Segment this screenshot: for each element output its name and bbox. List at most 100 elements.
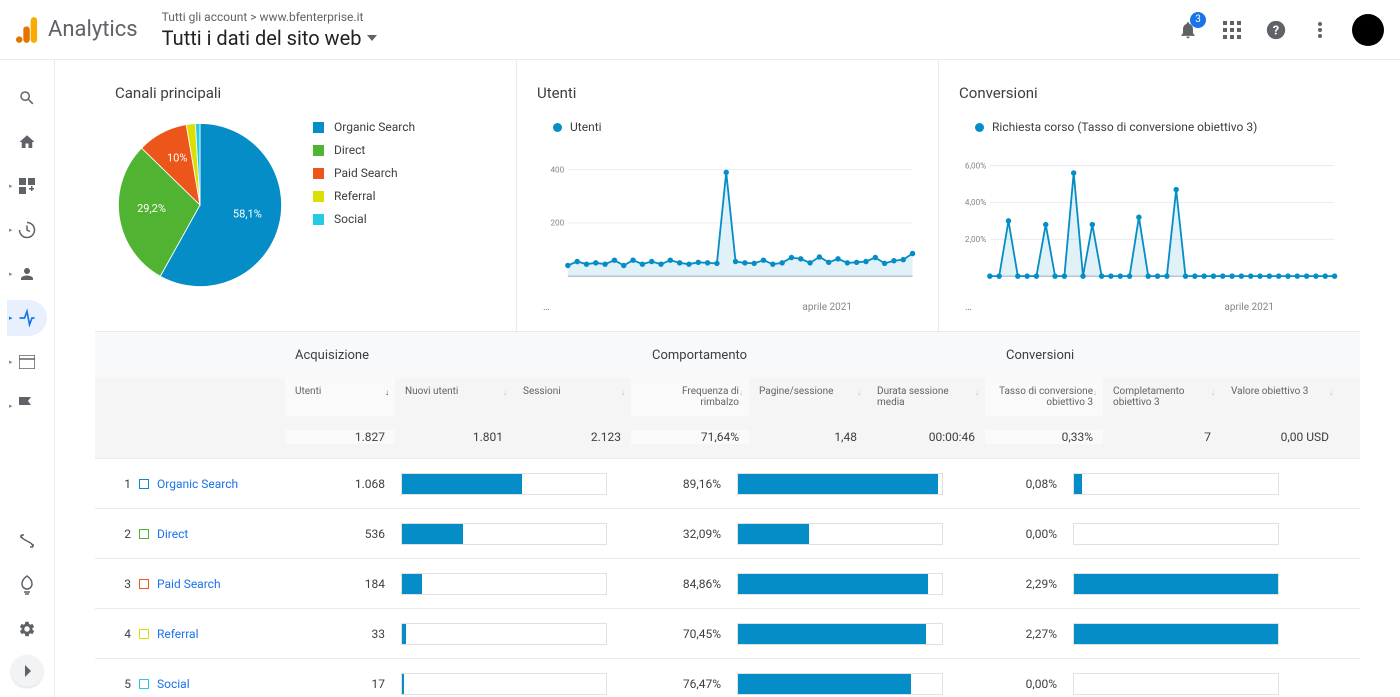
table-row: 4 Referral 33 70,45% 2,27% (95, 608, 1360, 658)
sidebar-realtime-icon[interactable]: ▸ (7, 212, 47, 248)
users-legend-label: Utenti (570, 120, 602, 134)
cell-bounce: 32,09% (613, 527, 731, 541)
main-content: Canali principali 58,1%29,2%10% Organic … (55, 60, 1400, 697)
channels-card: Canali principali 58,1%29,2%10% Organic … (95, 60, 516, 331)
table-column-header: Utenti↓ Nuovi utenti↓ Sessioni↓ Frequenz… (95, 378, 1360, 416)
col-users[interactable]: Utenti↓ (285, 378, 395, 416)
users-legend-dot (553, 123, 562, 132)
avatar[interactable] (1352, 14, 1384, 46)
conversions-legend-label: Richiesta corso (Tasso di conversione ob… (992, 120, 1257, 134)
breadcrumb-all: Tutti gli account (162, 10, 248, 24)
conversions-title: Conversioni (959, 84, 1340, 102)
sidebar-home-icon[interactable] (7, 124, 47, 160)
row-number: 3 (107, 577, 131, 591)
channel-link[interactable]: Paid Search (157, 577, 221, 591)
cell-newusers-bar (395, 523, 613, 545)
cell-convrate: 2,29% (949, 577, 1067, 591)
channel-link[interactable]: Direct (157, 527, 188, 541)
sidebar-collapse-icon[interactable] (11, 655, 43, 687)
total-goal: 7 (1103, 430, 1221, 444)
sidebar-search-icon[interactable] (7, 80, 47, 116)
sidebar-audience-icon[interactable]: ▸ (7, 256, 47, 292)
users-legend: Utenti (553, 120, 918, 134)
account-selector[interactable]: Tutti gli account > www.bfenterprise.it … (162, 10, 378, 50)
analytics-logo-icon (16, 17, 38, 43)
channels-legend: Organic Search Direct Paid Search Referral S… (313, 120, 415, 290)
col-newusers[interactable]: Nuovi utenti↓ (395, 378, 513, 416)
app-header: Analytics Tutti gli account > www.bfente… (0, 0, 1400, 60)
legend-item[interactable]: Direct (313, 143, 415, 157)
channel-swatch (139, 529, 149, 539)
legend-item[interactable]: Social (313, 212, 415, 226)
sidebar-behavior-icon[interactable]: ▸ (7, 344, 47, 380)
cell-bounce: 76,47% (613, 677, 731, 691)
col-value[interactable]: Valore obiettivo 3↓ (1221, 378, 1339, 416)
notifications-icon[interactable]: 3 (1176, 18, 1200, 42)
apps-icon[interactable] (1220, 18, 1244, 42)
sidebar-admin-icon[interactable] (7, 611, 47, 647)
cell-pages-bar (731, 623, 949, 645)
cell-goal-bar (1067, 623, 1285, 645)
conv-x-end: aprile 2021 (1224, 302, 1274, 313)
sidebar-customization-icon[interactable]: ▸ (7, 168, 47, 204)
total-newusers: 1.801 (395, 430, 513, 444)
users-card: Utenti Utenti 400200 … aprile 2021 (516, 60, 938, 331)
col-duration[interactable]: Durata sessione media↓ (867, 378, 985, 416)
property-selector[interactable]: Tutti i dati del sito web (162, 26, 378, 50)
total-value: 0,00 USD (1221, 430, 1339, 444)
legend-item[interactable]: Referral (313, 189, 415, 203)
channel-link[interactable]: Social (157, 677, 190, 691)
product-name: Analytics (48, 17, 138, 42)
total-users: 1.827 (285, 430, 395, 444)
channels-pie-chart: 58,1%29,2%10% (115, 120, 285, 290)
table-row: 3 Paid Search 184 84,86% 2,29% (95, 558, 1360, 608)
cell-bounce: 89,16% (613, 477, 731, 491)
cell-convrate: 0,08% (949, 477, 1067, 491)
col-pages[interactable]: Pagine/sessione↓ (749, 378, 867, 416)
cell-users: 33 (285, 627, 395, 641)
breadcrumb-sep: > (250, 10, 256, 24)
table-totals-row: 1.827 1.801 2.123 71,64% 1,48 00:00:46 0… (95, 416, 1360, 458)
col-sessions[interactable]: Sessioni↓ (513, 378, 631, 416)
users-line-chart: 400200 (537, 144, 918, 294)
header-behavior: Comportamento (642, 348, 996, 363)
col-convrate[interactable]: Tasso di conversione obiettivo 3↓ (985, 378, 1103, 416)
svg-text:?: ? (1273, 23, 1279, 38)
help-icon[interactable]: ? (1264, 18, 1288, 42)
row-number: 1 (107, 477, 131, 491)
cell-newusers-bar (395, 673, 613, 695)
col-goal[interactable]: Completamento obiettivo 3↓ (1103, 378, 1221, 416)
channel-swatch (139, 679, 149, 689)
sidebar-attribution-icon[interactable] (7, 523, 47, 559)
cell-users: 184 (285, 577, 395, 591)
users-title: Utenti (537, 84, 918, 102)
total-bounce: 71,64% (631, 430, 749, 444)
cell-bounce: 84,86% (613, 577, 731, 591)
cards-row: Canali principali 58,1%29,2%10% Organic … (95, 60, 1360, 331)
col-bounce[interactable]: Frequenza di rimbalzo↓ (631, 378, 749, 416)
channel-link[interactable]: Referral (157, 627, 199, 641)
cell-pages-bar (731, 523, 949, 545)
table-group-header: Acquisizione Comportamento Conversioni (95, 332, 1360, 378)
header-conversions: Conversioni (996, 348, 1350, 363)
svg-text:4,00%: 4,00% (965, 197, 986, 207)
channel-swatch (139, 629, 149, 639)
channel-link[interactable]: Organic Search (157, 477, 238, 491)
users-x-axis: … aprile 2021 (537, 298, 918, 313)
conversions-line-chart: 6,00%4,00%2,00% (959, 144, 1340, 294)
total-duration: 00:00:46 (867, 430, 985, 444)
more-icon[interactable] (1308, 18, 1332, 42)
sidebar-discover-icon[interactable] (7, 567, 47, 603)
sidebar-acquisition-icon[interactable]: ▸ (7, 300, 47, 336)
logo-section: Analytics (16, 17, 138, 43)
row-number: 4 (107, 627, 131, 641)
cell-bounce: 70,45% (613, 627, 731, 641)
cell-pages-bar (731, 673, 949, 695)
legend-item[interactable]: Paid Search (313, 166, 415, 180)
sidebar-conversions-icon[interactable]: ▸ (7, 388, 47, 424)
legend-item[interactable]: Organic Search (313, 120, 415, 134)
channels-table: Acquisizione Comportamento Conversioni U… (95, 331, 1360, 697)
header-right: 3 ? (1176, 14, 1384, 46)
svg-text:6,00%: 6,00% (965, 160, 986, 170)
cell-pages-bar (731, 573, 949, 595)
